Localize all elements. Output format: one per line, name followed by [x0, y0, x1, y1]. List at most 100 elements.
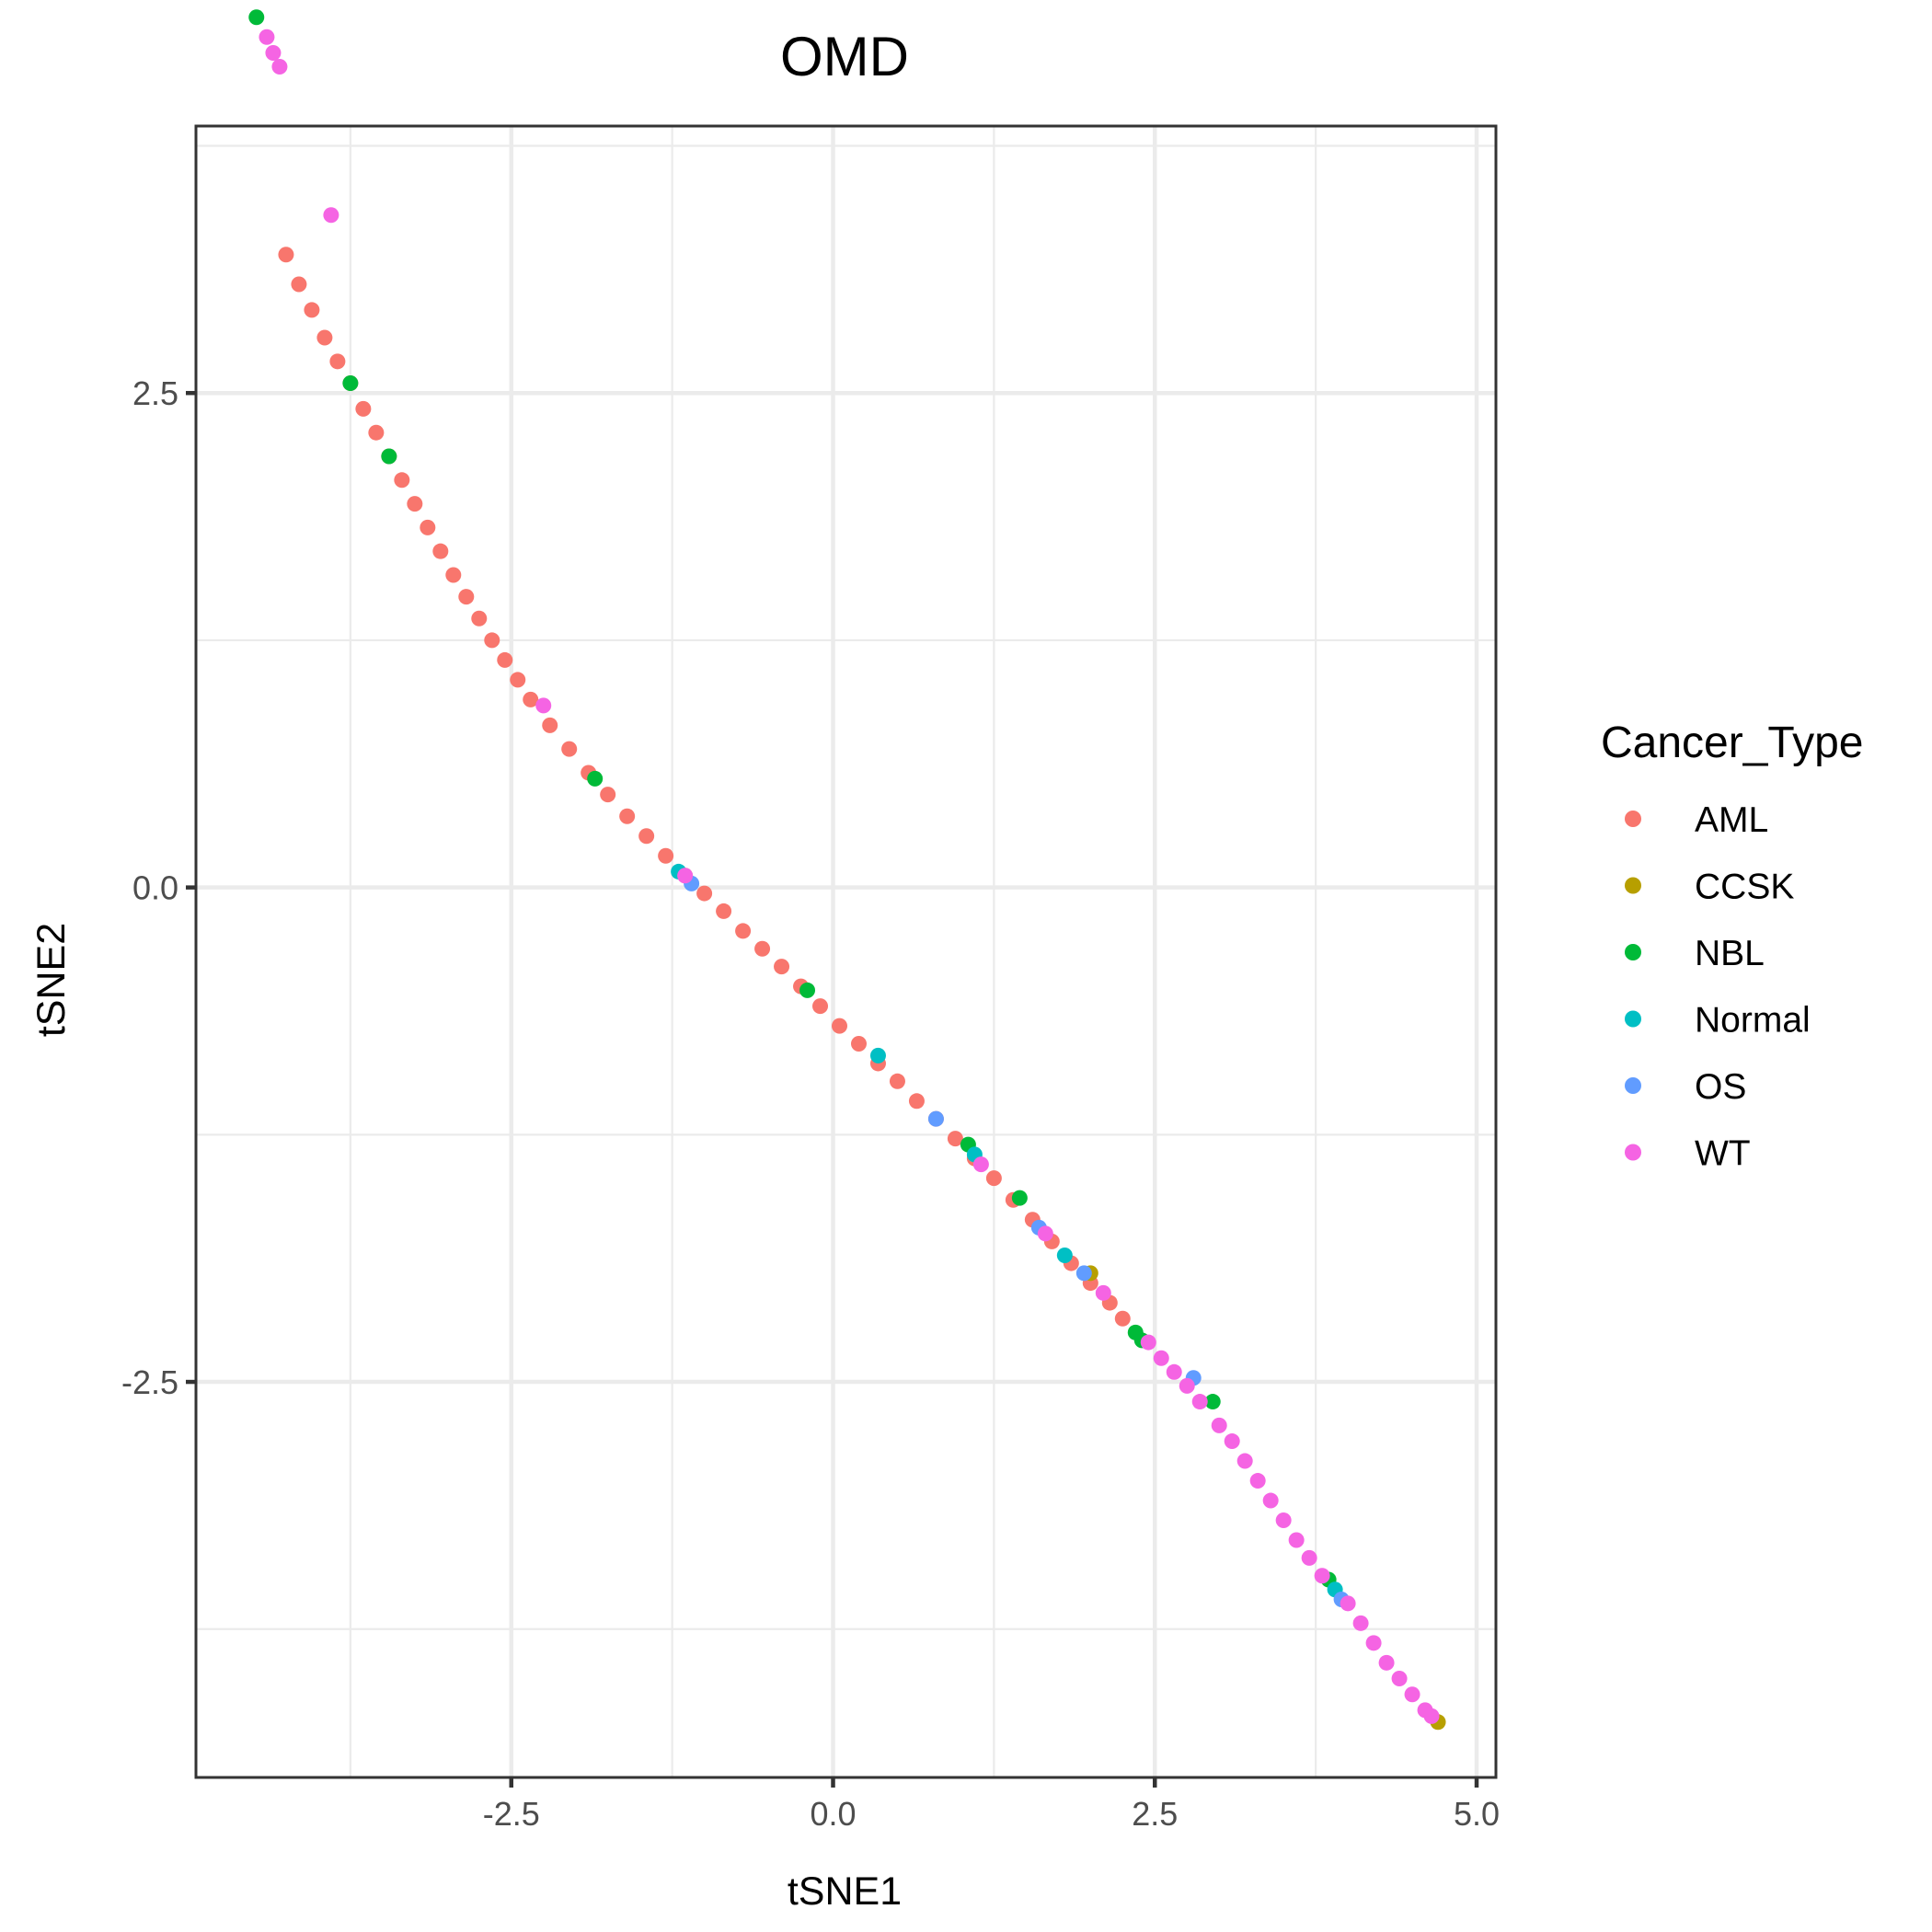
point-wt: [1179, 1377, 1195, 1394]
legend-label-aml: AML: [1695, 800, 1768, 840]
point-aml: [471, 610, 488, 627]
point-wt: [271, 59, 288, 75]
y-tick-label: -2.5: [121, 1363, 178, 1401]
point-aml: [850, 1035, 867, 1052]
point-aml: [355, 400, 372, 417]
x-tick-label: 0.0: [810, 1795, 856, 1833]
legend-key-os: [1625, 1077, 1641, 1094]
point-wt: [1224, 1433, 1240, 1450]
point-aml: [510, 672, 526, 688]
point-aml: [368, 424, 385, 441]
legend-label-nbl: NBL: [1695, 934, 1765, 973]
legend-label-ccsk: CCSK: [1695, 868, 1794, 907]
y-axis: 2.5 0.0 -2.5: [121, 374, 196, 1401]
legend-label-normal: Normal: [1695, 1001, 1811, 1041]
point-nbl: [1011, 1190, 1028, 1206]
point-os: [927, 1110, 944, 1127]
point-wt: [1166, 1363, 1182, 1380]
point-wt: [1340, 1595, 1356, 1612]
point-wt: [1249, 1473, 1266, 1489]
legend-key-aml: [1625, 811, 1641, 827]
y-tick-label: 0.0: [132, 869, 178, 907]
legend-key-wt: [1625, 1144, 1641, 1161]
point-wt: [1314, 1568, 1330, 1584]
point-wt: [1095, 1284, 1111, 1301]
point-aml: [947, 1131, 963, 1147]
point-wt: [1404, 1686, 1420, 1703]
point-wt: [1365, 1635, 1382, 1651]
point-wt: [1288, 1532, 1305, 1548]
point-nbl: [342, 374, 359, 391]
point-wt: [1352, 1615, 1369, 1631]
point-aml: [304, 302, 320, 318]
point-aml: [1114, 1310, 1131, 1327]
legend-label-os: OS: [1695, 1067, 1746, 1107]
point-aml: [497, 651, 513, 668]
point-aml: [542, 717, 558, 733]
chart-title: OMD: [780, 26, 909, 87]
plot-panel-border: [194, 124, 1498, 1779]
point-aml: [394, 472, 410, 489]
point-aml: [619, 808, 636, 824]
point-aml: [484, 632, 500, 649]
point-aml: [278, 247, 294, 263]
point-aml: [774, 959, 790, 975]
point-wt: [1191, 1394, 1208, 1410]
point-aml: [754, 940, 771, 957]
point-aml: [658, 847, 674, 864]
legend-key-normal: [1625, 1010, 1641, 1028]
point-nbl: [248, 9, 265, 26]
point-wt: [1236, 1453, 1253, 1469]
legend-key-ccsk: [1625, 877, 1641, 894]
x-tick-label: -2.5: [483, 1795, 540, 1833]
major-gridlines: [196, 126, 1496, 1777]
point-normal: [869, 1047, 886, 1064]
point-aml: [407, 496, 423, 512]
point-wt: [265, 44, 282, 61]
y-axis-title: tSNE2: [29, 923, 74, 1037]
point-wt: [1391, 1671, 1408, 1687]
point-wt: [259, 29, 275, 45]
point-normal: [1056, 1247, 1073, 1263]
point-wt: [1378, 1654, 1395, 1671]
point-aml: [812, 998, 829, 1015]
point-aml: [889, 1073, 905, 1089]
x-axis-title: tSNE1: [788, 1869, 902, 1914]
x-axis: -2.5 0.0 2.5 5.0: [483, 1777, 1500, 1833]
minor-gridlines: [196, 126, 1496, 1777]
point-nbl: [799, 982, 816, 998]
point-aml: [638, 828, 655, 845]
legend-key-nbl: [1625, 944, 1641, 960]
point-wt: [535, 697, 552, 714]
point-aml: [523, 691, 539, 707]
point-aml: [985, 1170, 1002, 1187]
point-aml: [458, 589, 475, 605]
point-nbl: [1204, 1394, 1221, 1410]
point-aml: [561, 741, 578, 757]
point-aml: [716, 903, 732, 919]
legend-title: Cancer_Type: [1601, 719, 1864, 767]
point-aml: [291, 276, 307, 293]
point-aml: [696, 885, 713, 902]
point-wt: [1037, 1225, 1053, 1242]
point-wt: [677, 868, 694, 884]
series-wt: [259, 29, 1440, 1724]
point-wt: [1262, 1492, 1279, 1509]
x-tick-label: 2.5: [1132, 1795, 1178, 1833]
point-aml: [432, 543, 449, 559]
point-wt: [323, 207, 339, 224]
point-aml: [600, 787, 616, 803]
point-aml: [908, 1093, 925, 1110]
point-aml: [735, 923, 752, 939]
point-aml: [832, 1018, 848, 1034]
point-aml: [316, 329, 333, 346]
point-aml: [445, 567, 462, 583]
y-tick-label: 2.5: [132, 374, 178, 412]
data-points: [248, 9, 1446, 1731]
point-wt: [1153, 1350, 1169, 1366]
plot-panel: [196, 126, 1496, 1777]
point-nbl: [587, 770, 604, 787]
point-os: [1075, 1265, 1092, 1282]
legend: Cancer_Type AML CCSK NBL Normal OS WT: [1601, 719, 1864, 1174]
